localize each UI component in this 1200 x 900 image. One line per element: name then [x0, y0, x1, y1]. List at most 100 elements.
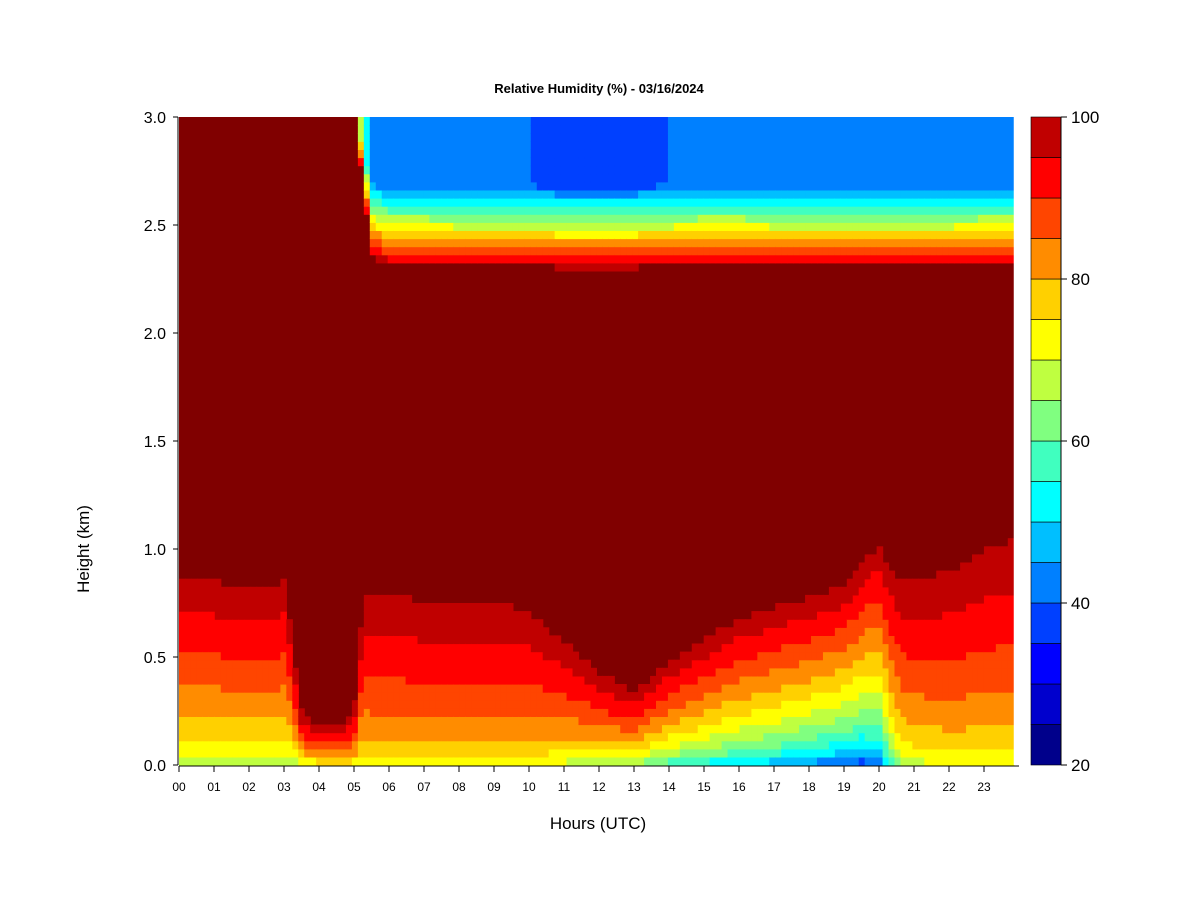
heatmap-cell [864, 594, 872, 604]
heatmap-cell [435, 133, 442, 142]
heatmap-cell [876, 594, 884, 604]
heatmap-cell [995, 740, 1003, 750]
heatmap-cell [477, 756, 484, 766]
heatmap-cell [715, 692, 723, 701]
heatmap-cell [936, 214, 943, 223]
heatmap-cell [894, 206, 902, 215]
heatmap-cell [202, 627, 210, 636]
heatmap-cell [864, 740, 872, 750]
heatmap-cell [453, 133, 460, 142]
heatmap-cell [858, 562, 866, 572]
heatmap-cell [429, 619, 436, 628]
heatmap-cell [960, 675, 967, 685]
heatmap-cell [632, 198, 639, 207]
heatmap-cell [548, 149, 556, 159]
heatmap-cell [274, 684, 281, 693]
heatmap-cell [781, 157, 788, 167]
heatmap-cell [423, 214, 431, 223]
heatmap-cell [912, 675, 919, 685]
heatmap-cell [226, 724, 234, 734]
heatmap-cell [673, 117, 681, 126]
heatmap-cell [912, 149, 919, 159]
heatmap-cell [757, 125, 764, 134]
heatmap-cell [656, 716, 663, 726]
heatmap-cell [685, 141, 693, 150]
heatmap-cell [375, 189, 383, 199]
heatmap-cell [846, 643, 854, 653]
heatmap-cell [745, 627, 752, 636]
heatmap-cell [620, 157, 627, 167]
heatmap-cell [244, 692, 252, 701]
heatmap-cell [506, 700, 514, 709]
heatmap-cell [870, 173, 878, 183]
heatmap-cell [882, 643, 890, 653]
heatmap-cell [876, 724, 884, 734]
heatmap-cell [816, 611, 824, 620]
heatmap-cell [739, 165, 747, 175]
heatmap-cell [787, 635, 794, 645]
heatmap-cell [751, 740, 758, 750]
heatmap-cell [840, 692, 848, 701]
heatmap-cell [512, 627, 520, 636]
heatmap-cell [465, 748, 472, 758]
heatmap-cell [769, 756, 776, 766]
heatmap-cell [656, 165, 663, 175]
heatmap-cell [620, 740, 627, 750]
heatmap-cell [888, 189, 896, 199]
heatmap-cell [966, 570, 973, 580]
heatmap-cell [387, 748, 395, 758]
heatmap-cell [852, 627, 860, 636]
heatmap-cell [977, 117, 985, 126]
heatmap-cell [292, 716, 299, 726]
heatmap-cell [989, 700, 997, 709]
heatmap-cell [274, 619, 281, 628]
heatmap-cell [816, 708, 824, 717]
heatmap-cell [322, 740, 329, 750]
heatmap-cell [983, 198, 991, 207]
heatmap-cell [799, 708, 806, 717]
heatmap-cell [882, 141, 890, 150]
heatmap-cell [429, 141, 436, 150]
heatmap-cell [983, 619, 991, 628]
heatmap-cell [793, 238, 800, 248]
heatmap-cell [268, 611, 275, 620]
heatmap-cell [733, 141, 741, 150]
heatmap-cell [596, 740, 603, 750]
heatmap-cell [811, 724, 818, 734]
heatmap-cell [405, 149, 413, 159]
heatmap-cell [906, 230, 913, 240]
heatmap-cell [632, 700, 639, 709]
heatmap-cell [375, 651, 383, 661]
heatmap-cell [429, 740, 436, 750]
heatmap-cell [316, 748, 323, 758]
heatmap-cell [852, 667, 860, 677]
heatmap-cell [995, 165, 1003, 175]
heatmap-cell [811, 165, 818, 175]
heatmap-cell [626, 238, 633, 248]
heatmap-cell [375, 238, 383, 248]
heatmap-cell [363, 667, 371, 677]
heatmap-cell [453, 141, 460, 150]
heatmap-cell [471, 732, 478, 742]
heatmap-cell [530, 214, 538, 223]
heatmap-cell [423, 700, 431, 709]
heatmap-cell [703, 238, 711, 248]
heatmap-cell [691, 756, 699, 766]
heatmap-cell [751, 611, 758, 620]
heatmap-cell [328, 756, 335, 766]
heatmap-cell [769, 659, 776, 669]
heatmap-cell [465, 206, 472, 215]
heatmap-cell [530, 756, 538, 766]
heatmap-cell [1007, 756, 1015, 766]
heatmap-cell [763, 675, 770, 685]
heatmap-cell [781, 165, 788, 175]
heatmap-cell [417, 756, 425, 766]
heatmap-cell [387, 141, 395, 150]
heatmap-cell [560, 230, 568, 240]
heatmap-cell [697, 643, 705, 653]
heatmap-cell [912, 173, 919, 183]
heatmap-cell [244, 611, 252, 620]
heatmap-cell [960, 157, 967, 167]
heatmap-cell [512, 206, 520, 215]
heatmap-cell [453, 708, 460, 717]
